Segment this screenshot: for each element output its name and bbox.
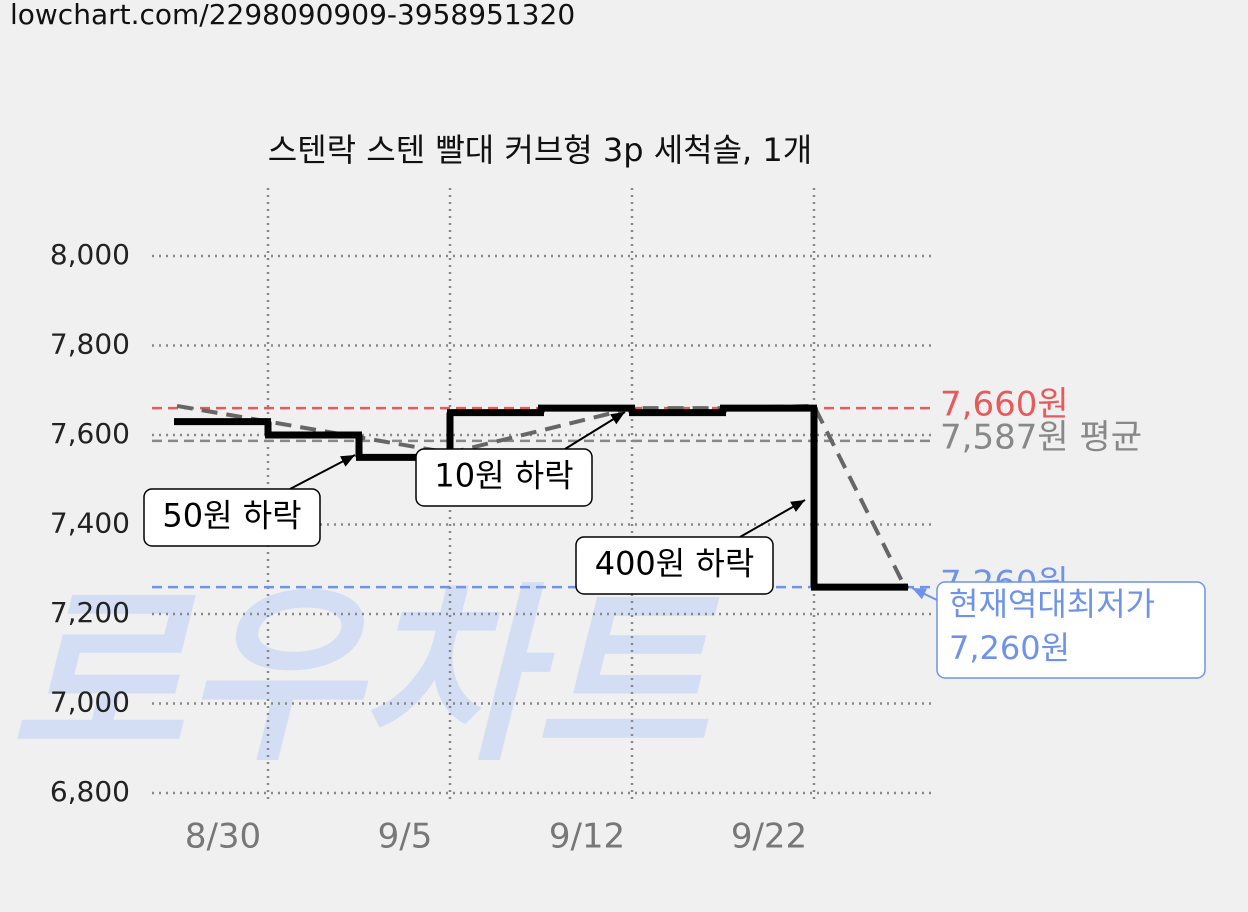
x-tick-label: 8/30 (185, 817, 261, 857)
annotation-box (575, 536, 774, 595)
x-tick-label: 9/12 (549, 817, 625, 857)
y-tick-label: 7,600 (50, 417, 130, 450)
annotation-text: 10원 하락 (434, 457, 573, 495)
chart-title: 스텐락 스텐 빨대 커브형 3p 세척솔, 1개 (268, 131, 812, 169)
arrow-head (912, 588, 927, 600)
annotation-box (936, 581, 1206, 679)
y-tick-label: 7,800 (50, 328, 130, 361)
y-tick-label: 7,400 (50, 507, 130, 540)
y-tick-label: 8,000 (50, 238, 130, 271)
reference-label: 7,660원 (940, 385, 1069, 425)
reference-label: 7,587원 평균 (940, 417, 1142, 457)
arrow-head (790, 500, 805, 512)
annotation-box (143, 488, 321, 547)
annotation-text: 현재역대최저가 (949, 585, 1155, 623)
annotation-text: 50원 하락 (162, 497, 301, 535)
annotation-text: 7,260원 (949, 629, 1070, 667)
y-tick-label: 6,800 (50, 775, 130, 808)
x-tick-label: 9/5 (378, 817, 433, 857)
y-tick-label: 7,200 (50, 596, 130, 629)
url: lowchart.com/2298090909-3958951320 (10, 0, 575, 31)
y-tick-label: 7,000 (50, 686, 130, 719)
watermark: 로우차트 (10, 566, 720, 787)
arrow-head (340, 455, 355, 467)
arrow-head (610, 412, 625, 425)
annotation-text: 400원 하락 (595, 545, 755, 583)
annotation-box (415, 448, 593, 507)
step-end (901, 583, 909, 591)
x-tick-label: 9/22 (731, 817, 807, 857)
